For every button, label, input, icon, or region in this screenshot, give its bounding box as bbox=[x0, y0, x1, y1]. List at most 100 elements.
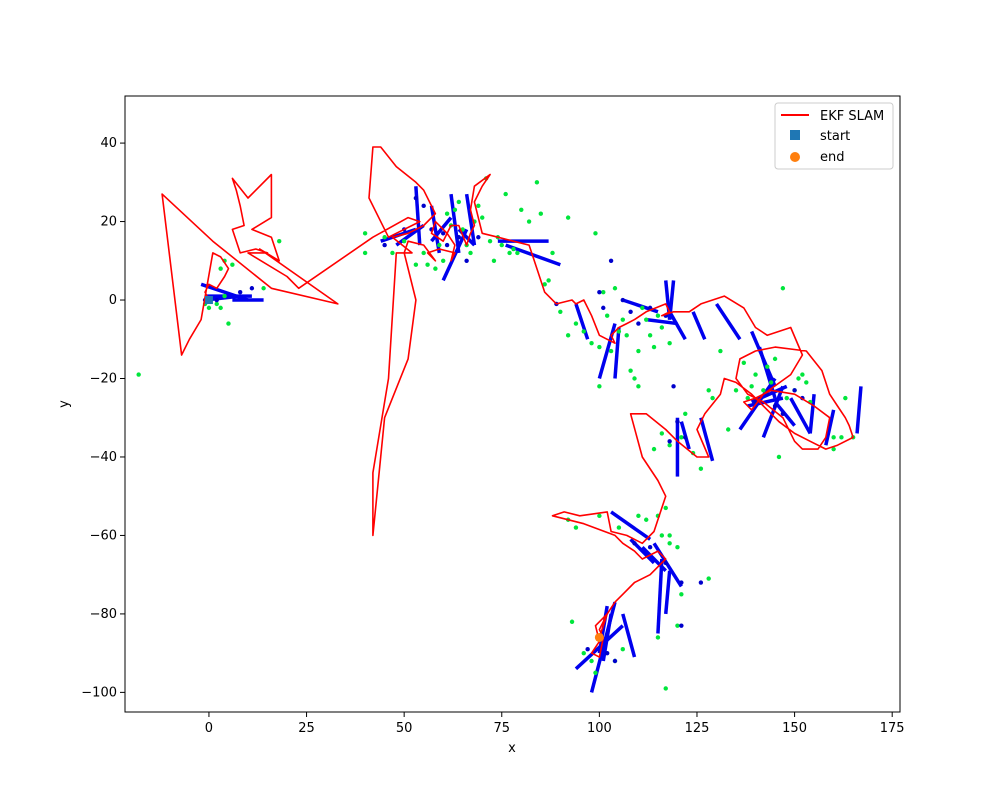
landmark-point-green bbox=[538, 211, 544, 216]
x-tick-label: 75 bbox=[493, 721, 510, 736]
landmark-point-green bbox=[362, 250, 368, 256]
landmark-point-green bbox=[277, 238, 282, 244]
landmark-point-green bbox=[433, 266, 438, 271]
landmark-point-green bbox=[519, 207, 524, 212]
x-tick-label: 150 bbox=[782, 721, 807, 736]
x-tick-label: 0 bbox=[205, 721, 213, 736]
observation-segment bbox=[824, 409, 836, 446]
landmark-point-green bbox=[667, 533, 672, 538]
landmark-point-green bbox=[616, 329, 622, 334]
plot-frame bbox=[124, 95, 901, 713]
landmark-point-green bbox=[542, 282, 547, 287]
landmark-point-green bbox=[589, 658, 594, 664]
landmark-point-green bbox=[261, 286, 266, 291]
landmark-point-green bbox=[710, 395, 715, 401]
landmark-point-green bbox=[608, 348, 614, 354]
landmark-point-green bbox=[667, 541, 672, 546]
landmark-point-green bbox=[550, 250, 555, 256]
landmark-point-green bbox=[569, 619, 575, 624]
landmark-point-green bbox=[675, 623, 680, 628]
landmark-point-blue bbox=[440, 231, 446, 236]
y-axis-label: y bbox=[57, 400, 72, 408]
landmark-point-green bbox=[698, 466, 704, 471]
landmark-point-green bbox=[765, 364, 770, 369]
landmark-point-green bbox=[647, 333, 653, 338]
x-tick-label: 100 bbox=[587, 721, 612, 736]
landmark-point-green bbox=[726, 427, 731, 432]
landmark-point-blue bbox=[671, 384, 676, 389]
legend-box bbox=[774, 102, 894, 170]
landmark-point-green bbox=[601, 289, 606, 295]
landmark-point-blue bbox=[421, 203, 426, 209]
landmark-point-green bbox=[706, 388, 711, 393]
observation-segment bbox=[808, 394, 816, 434]
landmark-point-green bbox=[718, 348, 723, 354]
landmark-point-green bbox=[776, 454, 782, 460]
landmark-point-green bbox=[230, 262, 235, 267]
observation-segment bbox=[574, 303, 590, 340]
landmark-point-green bbox=[222, 293, 227, 299]
landmark-point-green bbox=[476, 203, 481, 209]
landmark-point-blue bbox=[597, 289, 602, 295]
landmark-point-green bbox=[843, 395, 848, 401]
observation-segment bbox=[761, 385, 785, 438]
landmark-point-green bbox=[437, 242, 442, 248]
landmark-point-green bbox=[487, 238, 493, 244]
landmark-point-blue bbox=[456, 235, 462, 240]
landmark-point-green bbox=[831, 435, 836, 440]
landmark-point-green bbox=[679, 592, 684, 597]
legend-label-end: end bbox=[820, 150, 845, 165]
landmark-point-green bbox=[733, 388, 739, 393]
observation-segment bbox=[691, 311, 707, 340]
observation-segment bbox=[789, 397, 812, 435]
y-tick-label: −20 bbox=[90, 371, 117, 386]
landmark-point-blue bbox=[237, 289, 243, 295]
landmark-point-green bbox=[745, 395, 750, 401]
landmark-point-green bbox=[491, 258, 497, 263]
landmark-point-green bbox=[706, 576, 711, 581]
landmark-point-green bbox=[768, 380, 774, 385]
landmark-point-green bbox=[226, 321, 231, 326]
landmark-point-green bbox=[413, 262, 419, 267]
y-tick-label: −40 bbox=[90, 450, 117, 465]
landmark-point-blue bbox=[249, 286, 255, 291]
landmark-point-green bbox=[597, 513, 602, 519]
landmark-point-green bbox=[218, 305, 223, 311]
landmark-point-green bbox=[206, 305, 212, 311]
x-tick-label: 175 bbox=[880, 721, 905, 736]
landmark-point-green bbox=[655, 635, 661, 640]
y-tick-label: −60 bbox=[90, 528, 117, 543]
landmark-point-blue bbox=[464, 258, 469, 263]
landmark-point-green bbox=[499, 242, 504, 248]
observation-segment bbox=[757, 346, 777, 399]
landmark-point-green bbox=[644, 517, 649, 522]
landmark-point-green bbox=[218, 266, 223, 271]
landmark-point-green bbox=[597, 344, 602, 350]
y-axis-ticks: −100 −80 −60 −40 −20 0 20 40 bbox=[81, 136, 125, 700]
landmark-point-green bbox=[636, 513, 641, 519]
observation-segment bbox=[464, 193, 477, 246]
landmark-point-blue bbox=[413, 195, 419, 201]
landmark-point-green bbox=[804, 380, 809, 385]
landmark-point-blue bbox=[679, 580, 684, 585]
observation-segment bbox=[613, 327, 621, 379]
landmark-point-green bbox=[644, 317, 649, 322]
landmark-point-green bbox=[511, 246, 516, 252]
legend-square-icon bbox=[790, 130, 800, 140]
landmark-point-green bbox=[546, 278, 551, 283]
landmark-point-green bbox=[597, 384, 602, 389]
landmark-point-green bbox=[503, 191, 508, 197]
ekf-slam-trajectory bbox=[161, 146, 854, 658]
plot-area bbox=[136, 146, 863, 693]
landmark-point-green bbox=[573, 321, 579, 326]
observation-segment bbox=[430, 216, 453, 243]
legend: EKF SLAM start end bbox=[774, 102, 894, 170]
landmark-point-green bbox=[683, 411, 688, 417]
landmark-point-green bbox=[741, 360, 747, 366]
landmark-point-green bbox=[632, 376, 637, 381]
landmark-point-green bbox=[526, 219, 532, 224]
observation-segment bbox=[597, 323, 617, 379]
landmark-point-blue bbox=[698, 580, 704, 585]
y-tick-label: 0 bbox=[109, 293, 117, 308]
landmark-point-blue bbox=[608, 258, 614, 263]
